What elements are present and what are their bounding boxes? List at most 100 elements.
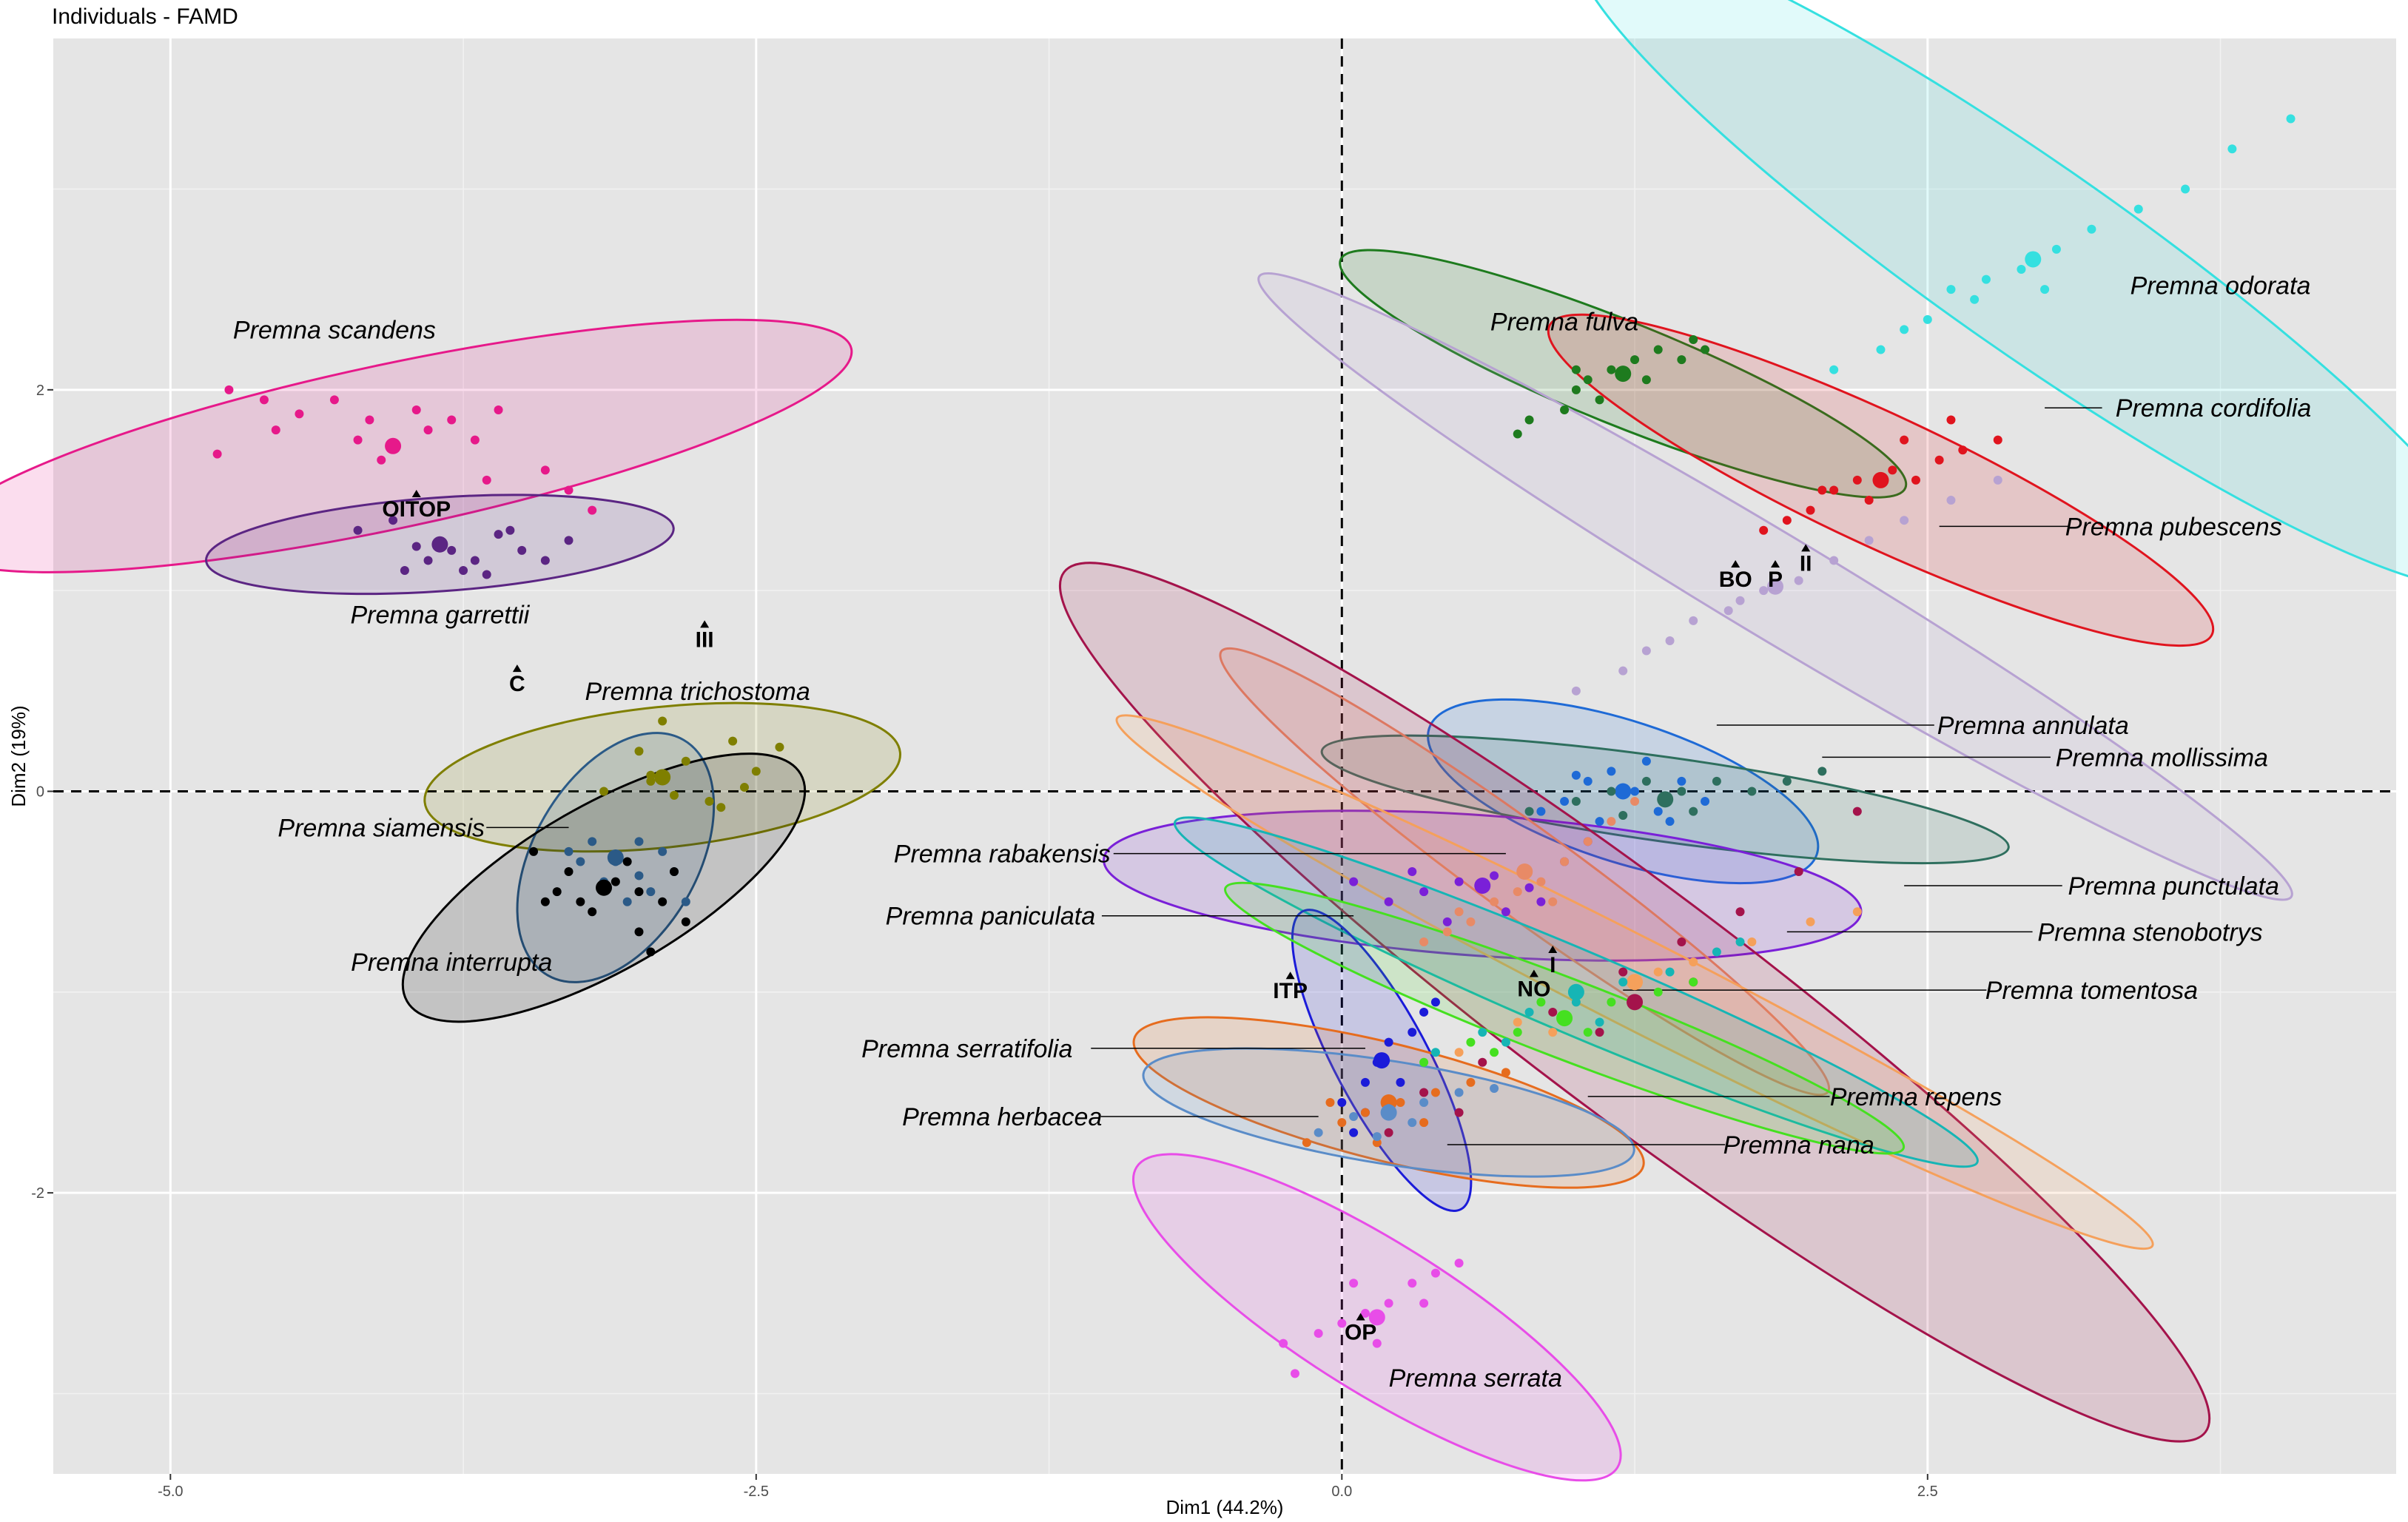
point-premna-interrupta — [611, 877, 620, 886]
point-premna-serrata — [1372, 1339, 1382, 1348]
marker-label-oitop: OITOP — [382, 497, 451, 522]
point-premna-rabakensis — [1419, 887, 1429, 897]
point-premna-garrettii — [353, 525, 363, 535]
point-premna-rabakensis — [1454, 877, 1464, 886]
point-premna-rabakensis — [1536, 897, 1546, 906]
point-premna-scandens — [224, 385, 234, 394]
point-premna-odorata — [2133, 204, 2143, 214]
point-premna-annulata — [1701, 797, 1710, 807]
point-premna-scandens — [259, 395, 269, 405]
centroid-premna-serrata — [1368, 1309, 1385, 1326]
point-premna-paniculata — [1419, 937, 1429, 946]
point-premna-pubescens — [1900, 516, 1909, 525]
point-premna-cordifolia — [1946, 415, 1956, 425]
marker-triangle-i — [1548, 945, 1558, 953]
point-premna-siamensis — [634, 871, 644, 880]
point-premna-punctulata — [1618, 967, 1628, 977]
point-premna-fulva — [1571, 385, 1581, 394]
point-premna-trichostoma — [775, 742, 784, 752]
point-premna-repens — [1583, 1028, 1593, 1037]
point-premna-interrupta — [634, 887, 644, 897]
point-premna-pubescens — [1723, 606, 1733, 616]
point-premna-trichostoma — [646, 770, 656, 780]
point-premna-stenobotrys — [1454, 1048, 1464, 1057]
point-premna-annulata — [1560, 797, 1570, 807]
label-premna-annulata: Premna annulata — [1937, 712, 2129, 740]
point-premna-tomentosa — [1595, 1017, 1604, 1027]
point-premna-tomentosa — [1524, 1007, 1534, 1017]
chart-title: Individuals - FAMD — [52, 4, 238, 29]
point-premna-odorata — [2286, 114, 2296, 124]
point-premna-trichostoma — [634, 747, 644, 756]
point-premna-repens — [1607, 997, 1616, 1007]
point-premna-trichostoma — [669, 790, 679, 800]
point-premna-annulata — [1641, 756, 1651, 766]
point-premna-fulva — [1689, 334, 1698, 344]
point-premna-serratifolia — [1349, 1128, 1359, 1137]
point-premna-siamensis — [634, 837, 644, 846]
point-premna-garrettii — [517, 545, 527, 555]
point-premna-siamensis — [681, 897, 690, 906]
reference-lines — [53, 38, 2396, 1474]
marker-label-no: NO — [1517, 977, 1550, 1002]
point-premna-serratifolia — [1408, 1028, 1417, 1037]
centroid-premna-fulva — [1615, 366, 1632, 383]
point-premna-rabakensis — [1349, 877, 1359, 886]
centroid-premna-interrupta — [596, 879, 613, 896]
point-premna-repens — [1653, 987, 1663, 997]
point-premna-herbacea — [1430, 1088, 1440, 1097]
y-tick-label: 2 — [36, 383, 44, 399]
label-premna-repens: Premna repens — [1830, 1083, 2002, 1111]
label-premna-nana: Premna nana — [1723, 1131, 1874, 1159]
point-premna-paniculata — [1454, 907, 1464, 917]
point-premna-trichostoma — [658, 716, 667, 726]
point-premna-odorata — [1946, 285, 1956, 294]
centroid-premna-scandens — [385, 437, 402, 454]
point-premna-rabakensis — [1501, 907, 1510, 917]
point-premna-cordifolia — [1817, 485, 1827, 495]
label-premna-fulva: Premna fulva — [1490, 309, 1638, 337]
point-premna-interrupta — [588, 907, 597, 917]
point-premna-garrettii — [564, 536, 574, 545]
point-premna-nana — [1454, 1088, 1464, 1097]
marker-triangle-oitop — [411, 490, 421, 498]
point-premna-interrupta — [540, 897, 550, 906]
label-premna-rabakensis: Premna rabakensis — [894, 841, 1111, 869]
marker-triangle-iii — [700, 620, 710, 628]
point-premna-cordifolia — [1806, 505, 1815, 515]
point-premna-paniculata — [1583, 837, 1593, 846]
label-premna-garrettii: Premna garrettii — [350, 602, 530, 630]
label-premna-siamensis: Premna siamensis — [278, 814, 485, 842]
y-tick-label: 0 — [36, 784, 44, 800]
point-premna-interrupta — [658, 897, 667, 906]
marker-label-p: P — [1768, 568, 1783, 592]
point-premna-serrata — [1314, 1329, 1323, 1339]
point-premna-odorata — [1829, 365, 1839, 374]
centroid-premna-cordifolia — [1872, 471, 1889, 488]
point-premna-herbacea — [1360, 1108, 1370, 1117]
point-premna-punctulata — [1677, 937, 1686, 946]
point-premna-stenobotrys — [1513, 1017, 1522, 1027]
centroid-premna-repens — [1556, 1010, 1573, 1027]
point-premna-fulva — [1583, 375, 1593, 385]
point-premna-mollissima — [1747, 787, 1757, 796]
group-markers: OITOP III C BO P II ITP INO OP — [382, 490, 1812, 1345]
point-premna-interrupta — [646, 947, 656, 957]
marker-label-i: I — [1550, 953, 1556, 977]
point-premna-punctulata — [1548, 1007, 1558, 1017]
label-premna-trichostoma: Premna trichostoma — [585, 678, 810, 706]
point-premna-pubescens — [1794, 576, 1803, 585]
point-premna-rabakensis — [1524, 883, 1534, 892]
point-premna-tomentosa — [1712, 947, 1721, 957]
x-tick-label: 2.5 — [1917, 1484, 1938, 1500]
point-premna-garrettii — [505, 525, 515, 535]
point-premna-stenobotrys — [1689, 957, 1698, 967]
point-premna-scandens — [411, 405, 421, 414]
point-premna-herbacea — [1501, 1068, 1510, 1077]
point-premna-scandens — [377, 455, 386, 465]
point-premna-stenobotrys — [1852, 907, 1862, 917]
label-premna-pubescens: Premna pubescens — [2065, 513, 2282, 541]
point-premna-odorata — [2040, 285, 2050, 294]
point-premna-scandens — [540, 465, 550, 475]
point-premna-pubescens — [1993, 475, 2002, 485]
